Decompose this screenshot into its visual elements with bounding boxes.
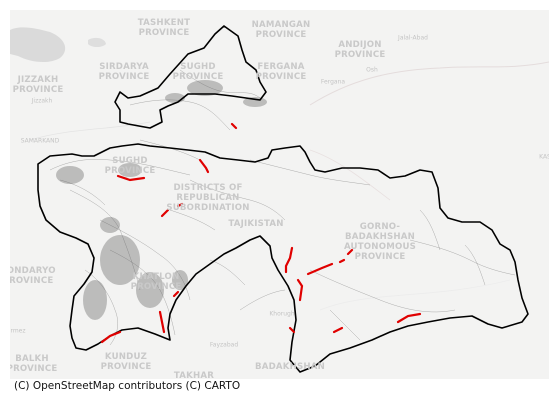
region-label-jizzakh: JIZZAKH PROVINCE [12, 75, 64, 95]
region-label-kondaryo: KONDARYO PROVINCE [10, 266, 56, 286]
river-line [319, 279, 511, 311]
highlight-segment [396, 312, 422, 324]
highlight-segment [172, 290, 180, 298]
city-label-khorugh: Khorugh [269, 310, 295, 318]
highlight-segment [176, 202, 184, 208]
city-label-fergana: Fergana [320, 78, 346, 86]
city-label-fayzabad: Fayzabad [209, 341, 239, 349]
region-label-kunduz: KUNDUZ PROVINCE [100, 352, 152, 372]
region-label-gorno-badakhshan: GORNO- BADAKHSHAN AUTONOMOUS PROVINCE [343, 222, 417, 262]
basemap-layer [10, 27, 549, 311]
city-label-termez: rmez [10, 327, 26, 335]
region-label-balkh: BALKH PROVINCE [10, 354, 58, 374]
water-body [88, 37, 106, 47]
region-label-sughd: SUGHD PROVINCE [104, 156, 156, 176]
city-label-osh: Osh [366, 66, 378, 74]
highlighted-segments [100, 122, 422, 344]
water-body [10, 27, 66, 63]
river-line [309, 61, 549, 106]
region-label-takhar: TAKHAR [173, 371, 215, 379]
highlight-segment [198, 158, 210, 174]
map-canvas[interactable]: TASHKENT PROVINCE NAMANGAN PROVINCE ANDI… [10, 10, 549, 379]
region-label-khatlon: KHATLON PROVINCE [130, 272, 182, 292]
highlight-segment [100, 330, 122, 344]
map-attribution: (C) OpenStreetMap contributors (C) CARTO [14, 380, 241, 392]
highlight-segment [284, 246, 294, 274]
highlight-segment [288, 326, 296, 334]
region-label-republican-subordination: DISTRICTS OF REPUBLICAN SUBORDINATION [166, 183, 250, 213]
region-label-sirdarya: SIRDARYA PROVINCE [98, 62, 150, 82]
region-label-fergana: FERGANA PROVINCE [255, 62, 307, 82]
highlight-segment [230, 122, 238, 130]
region-label-namangan: NAMANGAN PROVINCE [251, 20, 311, 40]
highlight-segment [346, 248, 354, 256]
highlight-segment [296, 278, 304, 302]
highlight-segment [158, 310, 166, 334]
region-label-sughd-north: SUGHD PROVINCE [172, 62, 224, 82]
highlight-segment [332, 326, 344, 334]
city-label-samarkand: SAMARKAND [20, 137, 60, 145]
highlight-segment [160, 208, 170, 218]
river-line [29, 121, 151, 141]
river-line [309, 149, 391, 201]
highlight-segment [338, 258, 346, 264]
highlight-segment [306, 262, 334, 276]
map-drawing [10, 25, 549, 373]
region-label-tajikistan: TAJIKISTAN [228, 219, 284, 229]
city-label-jizzakh: Jizzakh [31, 97, 53, 105]
highlight-segment [116, 174, 146, 182]
region-label-badakhshan: BADAKHSHAN [254, 362, 326, 372]
city-label-jalal-abad: Jalal-Abad [398, 34, 428, 42]
region-label-andijon: ANDIJON PROVINCE [334, 40, 386, 60]
country-border [37, 25, 529, 373]
region-label-tashkent: TASHKENT PROVINCE [137, 18, 191, 38]
city-label-kas: KAS [539, 153, 549, 161]
